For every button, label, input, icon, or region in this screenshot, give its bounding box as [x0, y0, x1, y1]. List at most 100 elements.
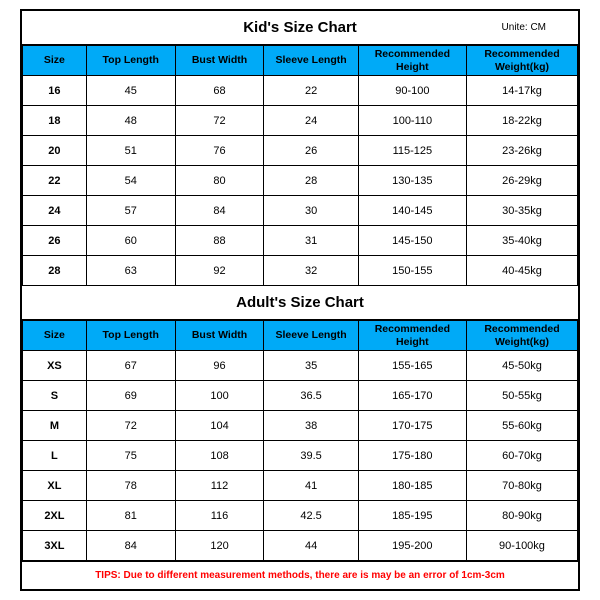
kids-title: Kid's Size Chart — [22, 19, 578, 36]
size-cell: 24 — [23, 196, 87, 226]
value-cell: 55-60kg — [466, 411, 577, 441]
table-row: 20517626115-12523-26kg — [23, 136, 578, 166]
size-chart-container: Kid's Size Chart Unite: CM Size Top Leng… — [20, 9, 580, 591]
col-rec-height: Recommended Height — [358, 321, 466, 351]
value-cell: 115-125 — [358, 136, 466, 166]
value-cell: 18-22kg — [466, 106, 577, 136]
value-cell: 44 — [264, 531, 358, 561]
value-cell: 28 — [264, 166, 358, 196]
size-cell: 22 — [23, 166, 87, 196]
value-cell: 100-110 — [358, 106, 466, 136]
value-cell: 45-50kg — [466, 351, 577, 381]
value-cell: 96 — [175, 351, 264, 381]
value-cell: 70-80kg — [466, 471, 577, 501]
table-row: 18487224100-11018-22kg — [23, 106, 578, 136]
value-cell: 35 — [264, 351, 358, 381]
value-cell: 108 — [175, 441, 264, 471]
value-cell: 36.5 — [264, 381, 358, 411]
value-cell: 140-145 — [358, 196, 466, 226]
col-rec-height: Recommended Height — [358, 46, 466, 76]
size-cell: 3XL — [23, 531, 87, 561]
value-cell: 145-150 — [358, 226, 466, 256]
col-size: Size — [23, 321, 87, 351]
size-cell: XS — [23, 351, 87, 381]
size-cell: M — [23, 411, 87, 441]
value-cell: 31 — [264, 226, 358, 256]
size-cell: S — [23, 381, 87, 411]
value-cell: 60 — [86, 226, 175, 256]
value-cell: 50-55kg — [466, 381, 577, 411]
value-cell: 42.5 — [264, 501, 358, 531]
value-cell: 38 — [264, 411, 358, 441]
table-row: XL7811241180-18570-80kg — [23, 471, 578, 501]
value-cell: 116 — [175, 501, 264, 531]
unit-label: Unite: CM — [502, 22, 546, 33]
adults-header-row: Size Top Length Bust Width Sleeve Length… — [23, 321, 578, 351]
size-cell: 28 — [23, 256, 87, 286]
value-cell: 22 — [264, 76, 358, 106]
kids-table: Size Top Length Bust Width Sleeve Length… — [22, 45, 578, 286]
value-cell: 88 — [175, 226, 264, 256]
value-cell: 165-170 — [358, 381, 466, 411]
value-cell: 23-26kg — [466, 136, 577, 166]
value-cell: 32 — [264, 256, 358, 286]
value-cell: 180-185 — [358, 471, 466, 501]
col-sleeve-length: Sleeve Length — [264, 321, 358, 351]
size-cell: 2XL — [23, 501, 87, 531]
value-cell: 14-17kg — [466, 76, 577, 106]
table-row: 2XL8111642.5185-19580-90kg — [23, 501, 578, 531]
tips-note: TIPS: Due to different measurement metho… — [22, 561, 578, 589]
value-cell: 72 — [86, 411, 175, 441]
value-cell: 92 — [175, 256, 264, 286]
value-cell: 170-175 — [358, 411, 466, 441]
value-cell: 175-180 — [358, 441, 466, 471]
value-cell: 112 — [175, 471, 264, 501]
value-cell: 100 — [175, 381, 264, 411]
value-cell: 195-200 — [358, 531, 466, 561]
value-cell: 48 — [86, 106, 175, 136]
value-cell: 51 — [86, 136, 175, 166]
value-cell: 40-45kg — [466, 256, 577, 286]
value-cell: 72 — [175, 106, 264, 136]
col-bust-width: Bust Width — [175, 46, 264, 76]
table-row: 26608831145-15035-40kg — [23, 226, 578, 256]
value-cell: 30-35kg — [466, 196, 577, 226]
value-cell: 54 — [86, 166, 175, 196]
value-cell: 63 — [86, 256, 175, 286]
value-cell: 26 — [264, 136, 358, 166]
value-cell: 45 — [86, 76, 175, 106]
col-bust-width: Bust Width — [175, 321, 264, 351]
value-cell: 185-195 — [358, 501, 466, 531]
size-cell: XL — [23, 471, 87, 501]
value-cell: 90-100 — [358, 76, 466, 106]
size-cell: 16 — [23, 76, 87, 106]
adults-title: Adult's Size Chart — [22, 294, 578, 311]
col-size: Size — [23, 46, 87, 76]
col-top-length: Top Length — [86, 321, 175, 351]
value-cell: 24 — [264, 106, 358, 136]
col-top-length: Top Length — [86, 46, 175, 76]
value-cell: 26-29kg — [466, 166, 577, 196]
value-cell: 80 — [175, 166, 264, 196]
table-row: 24578430140-14530-35kg — [23, 196, 578, 226]
kids-title-row: Kid's Size Chart Unite: CM — [22, 11, 578, 45]
col-rec-weight: Recommended Weight(kg) — [466, 321, 577, 351]
value-cell: 130-135 — [358, 166, 466, 196]
table-row: 22548028130-13526-29kg — [23, 166, 578, 196]
value-cell: 150-155 — [358, 256, 466, 286]
value-cell: 41 — [264, 471, 358, 501]
size-cell: L — [23, 441, 87, 471]
value-cell: 81 — [86, 501, 175, 531]
value-cell: 155-165 — [358, 351, 466, 381]
value-cell: 60-70kg — [466, 441, 577, 471]
table-row: M7210438170-17555-60kg — [23, 411, 578, 441]
col-sleeve-length: Sleeve Length — [264, 46, 358, 76]
table-row: 3XL8412044195-20090-100kg — [23, 531, 578, 561]
table-row: XS679635155-16545-50kg — [23, 351, 578, 381]
value-cell: 84 — [175, 196, 264, 226]
table-row: 28639232150-15540-45kg — [23, 256, 578, 286]
kids-header-row: Size Top Length Bust Width Sleeve Length… — [23, 46, 578, 76]
value-cell: 68 — [175, 76, 264, 106]
value-cell: 75 — [86, 441, 175, 471]
size-cell: 20 — [23, 136, 87, 166]
